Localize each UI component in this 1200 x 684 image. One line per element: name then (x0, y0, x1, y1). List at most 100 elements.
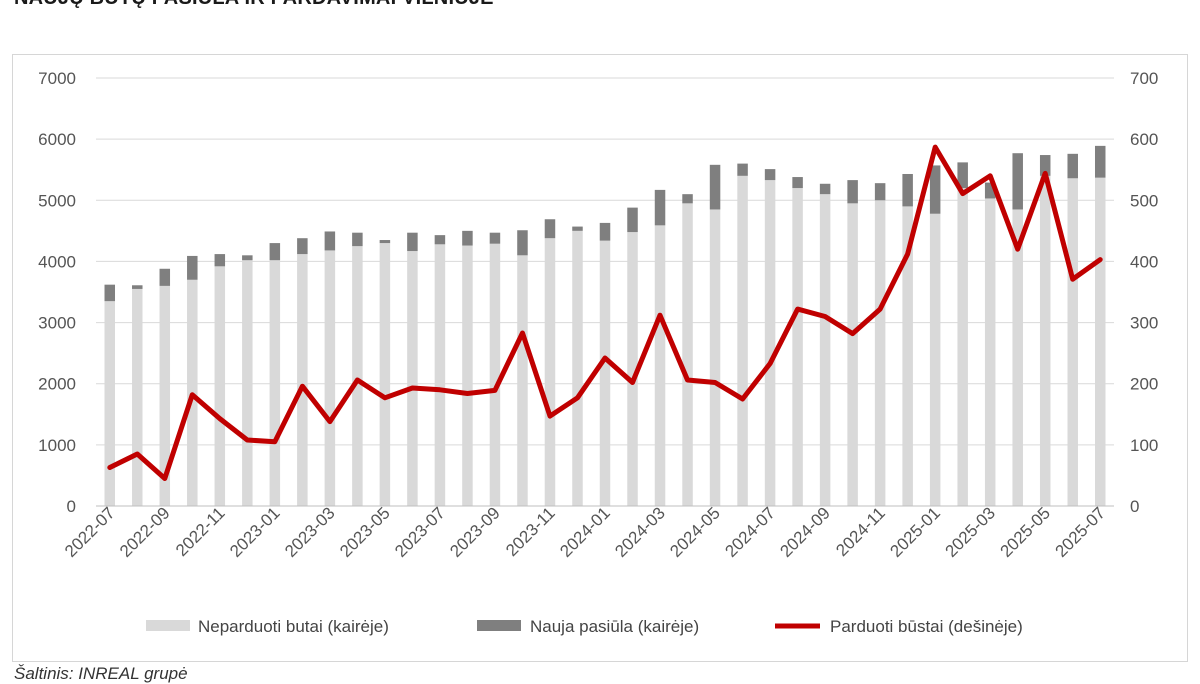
bar-unsold (489, 243, 501, 506)
bar-unsold (1012, 209, 1023, 506)
x-tick-label: 2023-07 (391, 503, 449, 561)
line-sold (107, 144, 1103, 481)
bar-new-supply (297, 238, 308, 255)
bar-new-supply (544, 219, 556, 239)
bar-unsold (544, 238, 556, 507)
bar-new-supply (654, 189, 666, 226)
bar-unsold (104, 301, 116, 506)
bar-unsold (654, 225, 666, 506)
bar-new-supply (214, 254, 226, 267)
bar-unsold (379, 243, 391, 507)
y-right-tick-label: 500 (1130, 191, 1158, 210)
bar-unsold (902, 206, 913, 506)
bar-new-supply (379, 240, 391, 244)
x-tick-label: 2025-07 (1052, 503, 1110, 561)
bar-unsold (819, 194, 831, 506)
x-tick-label: 2023-09 (446, 503, 504, 561)
bar-new-supply (1039, 155, 1051, 176)
bar-new-supply (737, 163, 748, 176)
bar-new-supply (792, 177, 803, 189)
bar-new-supply (984, 182, 996, 199)
bar-unsold (407, 251, 418, 506)
bar-new-supply (517, 230, 528, 256)
x-tick-label: 2024-07 (721, 503, 779, 561)
bar-new-supply (489, 232, 501, 244)
bar-new-supply (104, 284, 116, 302)
y-right-tick-label: 700 (1130, 69, 1158, 88)
bar-unsold (847, 203, 858, 507)
line-group (107, 144, 1103, 481)
bar-new-supply (434, 235, 446, 245)
bar-unsold (297, 254, 308, 506)
legend: Neparduoti butai (kairėje) Nauja pasiūla… (146, 617, 1023, 636)
chart-title: NAUJŲ BŪTŲ PASIŪLA IR PARDAVIMAI VILNIUJ… (14, 0, 494, 10)
legend-swatch-new-supply (477, 620, 521, 631)
x-tick-label: 2024-03 (611, 503, 669, 561)
bar-new-supply (627, 207, 638, 233)
y-left-tick-label: 0 (67, 497, 76, 516)
bar-new-supply (957, 162, 968, 189)
x-tick-label: 2022-09 (116, 503, 174, 561)
bar-new-supply (159, 268, 171, 286)
bar-new-supply (764, 169, 776, 181)
bar-unsold (462, 245, 473, 506)
bar-unsold (874, 200, 886, 507)
legend-label-unsold: Neparduoti butai (kairėje) (198, 617, 389, 636)
bar-new-supply (352, 232, 363, 247)
legend-label-sold: Parduoti būstai (dešinėje) (830, 617, 1023, 636)
bar-new-supply (572, 226, 583, 231)
y-left-tick-label: 2000 (38, 375, 76, 394)
bar-unsold (1067, 178, 1078, 506)
bar-unsold (709, 209, 721, 506)
bar-new-supply (1094, 145, 1106, 178)
bar-new-supply (682, 194, 693, 204)
bar-unsold (159, 285, 171, 506)
bar-new-supply (242, 255, 253, 261)
x-tick-label: 2022-11 (172, 503, 229, 560)
bar-new-supply (847, 180, 858, 204)
bar-unsold (352, 246, 363, 506)
bar-unsold (517, 255, 528, 506)
legend-label-new-supply: Nauja pasiūla (kairėje) (530, 617, 699, 636)
bar-unsold (599, 240, 611, 506)
x-tick-label: 2024-11 (832, 503, 889, 560)
bar-new-supply (269, 243, 281, 261)
bar-new-supply (1067, 153, 1078, 179)
source-note: Šaltinis: INREAL grupė (14, 664, 188, 683)
bar-new-supply (874, 183, 886, 201)
bar-new-supply (462, 230, 473, 246)
x-tick-label: 2023-11 (502, 503, 559, 560)
x-tick-label: 2024-09 (776, 503, 834, 561)
bar-unsold (737, 175, 748, 507)
x-tick-label: 2025-01 (886, 503, 944, 561)
bar-new-supply (819, 183, 831, 195)
bar-new-supply (929, 165, 941, 214)
bar-unsold (324, 250, 336, 506)
bar-unsold (929, 213, 941, 507)
legend-swatch-unsold (146, 620, 190, 631)
bar-unsold (1094, 177, 1106, 507)
bar-unsold (627, 232, 638, 506)
bar-new-supply (187, 255, 198, 280)
y-left-tick-label: 5000 (38, 191, 76, 210)
bar-unsold (132, 288, 143, 506)
bar-unsold (682, 203, 693, 507)
bar-new-supply (324, 231, 336, 251)
bar-unsold (434, 244, 446, 506)
x-tick-label: 2025-05 (996, 503, 1054, 561)
bar-unsold (214, 266, 226, 506)
bar-unsold (792, 188, 803, 507)
bar-unsold (984, 198, 996, 507)
y-left-tick-label: 4000 (38, 252, 76, 271)
bar-unsold (764, 180, 776, 506)
bar-new-supply (132, 285, 143, 289)
bar-new-supply (1012, 153, 1023, 210)
y-left-tick-label: 1000 (38, 436, 76, 455)
bar-unsold (1039, 175, 1051, 507)
y-right-tick-label: 200 (1130, 375, 1158, 394)
y-right-tick-label: 100 (1130, 436, 1158, 455)
y-left-tick-label: 7000 (38, 69, 76, 88)
bar-unsold (242, 260, 253, 506)
x-tick-label: 2025-03 (941, 503, 999, 561)
y-left-tick-label: 3000 (38, 314, 76, 333)
